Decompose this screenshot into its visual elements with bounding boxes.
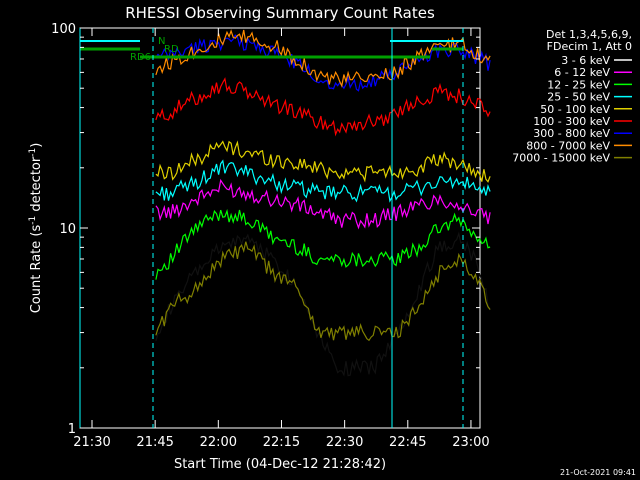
legend-entry-label: 50 - 100 keV <box>540 103 610 116</box>
legend: Det 1,3,4,5,6,9, FDecim 1, Att 0 3 - 6 k… <box>512 28 632 165</box>
x-tick-label: 23:00 <box>452 435 489 450</box>
series-line-1 <box>155 178 491 230</box>
y-axis-label-sup: -1 <box>28 216 38 225</box>
legend-entry-label: 300 - 800 keV <box>533 127 610 140</box>
legend-header-line-1: Det 1,3,4,5,6,9, <box>546 28 632 41</box>
series-line-8 <box>155 241 491 342</box>
annotation-N: N <box>158 36 165 47</box>
y-tick-label: 100 <box>51 22 76 37</box>
y-tick-label: 10 <box>59 222 76 237</box>
x-tick-label: 21:45 <box>136 435 173 450</box>
y-axis-label-end: ) <box>29 143 44 148</box>
y-axis-label-tail: detector <box>29 156 44 216</box>
series-line-0 <box>155 231 491 377</box>
chart-title: RHESSI Observing Summary Count Rates <box>125 4 435 22</box>
legend-header-line-2: FDecim 1, Att 0 <box>547 40 632 53</box>
legend-entry-label: 12 - 25 keV <box>547 78 610 91</box>
x-tick-label: 22:15 <box>263 435 300 450</box>
series-line-4 <box>155 140 491 183</box>
y-axis-label: Count Rate (s-1 detector-1) <box>28 143 44 314</box>
series-line-2 <box>155 208 491 280</box>
series-line-3 <box>155 159 491 203</box>
y-axis-label-sup2: -1 <box>28 148 38 157</box>
legend-entry-label: 6 - 12 keV <box>554 66 610 79</box>
y-axis-ticks: 1 10 100 <box>51 22 480 437</box>
render-timestamp: 21-Oct-2021 09:41 <box>560 468 636 477</box>
legend-entry-label: 800 - 7000 keV <box>526 139 610 152</box>
x-axis-label: Start Time (04-Dec-12 21:28:42) <box>174 457 386 472</box>
series-line-7 <box>155 29 491 88</box>
x-tick-label: 22:30 <box>326 435 363 450</box>
x-tick-label: 21:30 <box>73 435 110 450</box>
x-axis-ticks: 21:30 21:45 22:00 22:15 22:30 22:45 23:00 <box>73 28 490 450</box>
plot-frame <box>79 27 481 429</box>
y-axis-label-main: Count Rate (s <box>29 225 44 314</box>
annotation-RD6: RD6 <box>130 52 151 63</box>
series-layer <box>155 29 491 377</box>
series-line-5 <box>155 77 491 137</box>
legend-entry-label: 100 - 300 keV <box>533 115 610 128</box>
annotations-layer: NRD RD6 <box>79 28 464 428</box>
x-tick-label: 22:45 <box>389 435 426 450</box>
legend-entry-label: 3 - 6 keV <box>561 54 610 67</box>
legend-entry-label: 7000 - 15000 keV <box>512 152 610 165</box>
x-tick-label: 22:00 <box>200 435 237 450</box>
y-tick-label: 1 <box>68 422 76 437</box>
annotation-RD: RD <box>164 44 179 55</box>
legend-entry-label: 25 - 50 keV <box>547 91 610 104</box>
